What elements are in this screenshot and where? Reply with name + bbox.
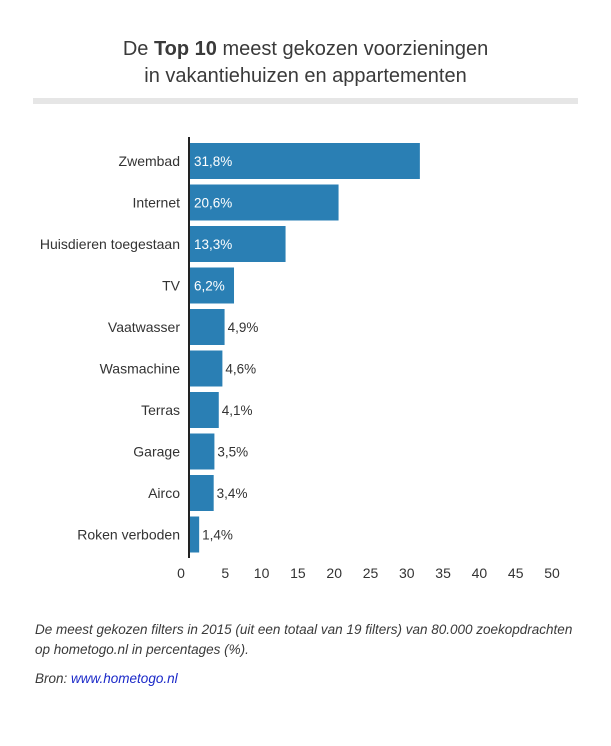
- x-tick-label: 5: [221, 565, 229, 581]
- category-label: Airco: [148, 485, 180, 501]
- x-tick-label: 40: [472, 565, 488, 581]
- title-suffix: meest gekozen voorzieningen: [216, 38, 489, 60]
- x-tick-label: 0: [177, 565, 185, 581]
- chart-title-line2: in vakantiehuizen en appartementen: [144, 65, 467, 87]
- bar: [189, 267, 235, 304]
- data-label: 31,8%: [194, 154, 232, 169]
- x-tick-label: 30: [399, 565, 415, 581]
- source-line: Bron: www.hometogo.nl: [35, 671, 178, 686]
- x-tick-label: 10: [254, 565, 270, 581]
- title-divider: [33, 98, 578, 104]
- category-label: Vaatwasser: [108, 319, 180, 335]
- data-label: 6,2%: [194, 279, 225, 294]
- category-label: Garage: [133, 444, 180, 460]
- data-label: 3,5%: [217, 445, 248, 460]
- x-tick-label: 15: [290, 565, 306, 581]
- data-label: 4,9%: [228, 320, 259, 335]
- bar: [189, 184, 339, 221]
- bar: [189, 475, 214, 511]
- data-label: 20,6%: [194, 196, 232, 211]
- bar-chart: Zwembad 31,8% Internet 20,6% Huisdieren toeg…: [40, 137, 560, 581]
- source-link[interactable]: www.hometogo.nl: [71, 671, 178, 686]
- bar: [189, 392, 219, 428]
- data-label: 13,3%: [194, 237, 232, 252]
- data-label: 1,4%: [202, 528, 233, 543]
- category-label: Internet: [133, 195, 181, 211]
- chart-title-line1: De Top 10 meest gekozen voorzieningen: [0, 36, 611, 63]
- data-label: 4,1%: [222, 403, 253, 418]
- data-label: 3,4%: [217, 486, 248, 501]
- category-label: Huisdieren toegestaan: [40, 236, 180, 252]
- bar: [189, 516, 200, 553]
- bar: [189, 143, 420, 179]
- category-label: Terras: [141, 402, 180, 418]
- bar: [189, 309, 225, 345]
- chart-note: De meest gekozen filters in 2015 (uit ee…: [35, 622, 573, 657]
- x-tick-label: 20: [326, 565, 342, 581]
- x-tick-label: 50: [544, 565, 560, 581]
- chart-title: De Top 10 meest gekozen voorzieningen in…: [0, 36, 611, 90]
- title-bold: Top 10: [153, 38, 217, 60]
- bar: [189, 226, 286, 262]
- category-label: Roken verboden: [77, 527, 180, 543]
- x-tick-label: 35: [435, 565, 451, 581]
- x-tick-label: 45: [508, 565, 524, 581]
- bar: [189, 433, 215, 470]
- bar: [189, 350, 223, 387]
- source-label: Bron:: [35, 671, 72, 686]
- x-tick-label: 25: [363, 565, 379, 581]
- category-label: TV: [162, 278, 181, 294]
- data-label: 4,6%: [225, 362, 256, 377]
- category-label: Zwembad: [119, 153, 180, 169]
- title-prefix: De: [122, 38, 154, 60]
- category-label: Wasmachine: [100, 361, 181, 377]
